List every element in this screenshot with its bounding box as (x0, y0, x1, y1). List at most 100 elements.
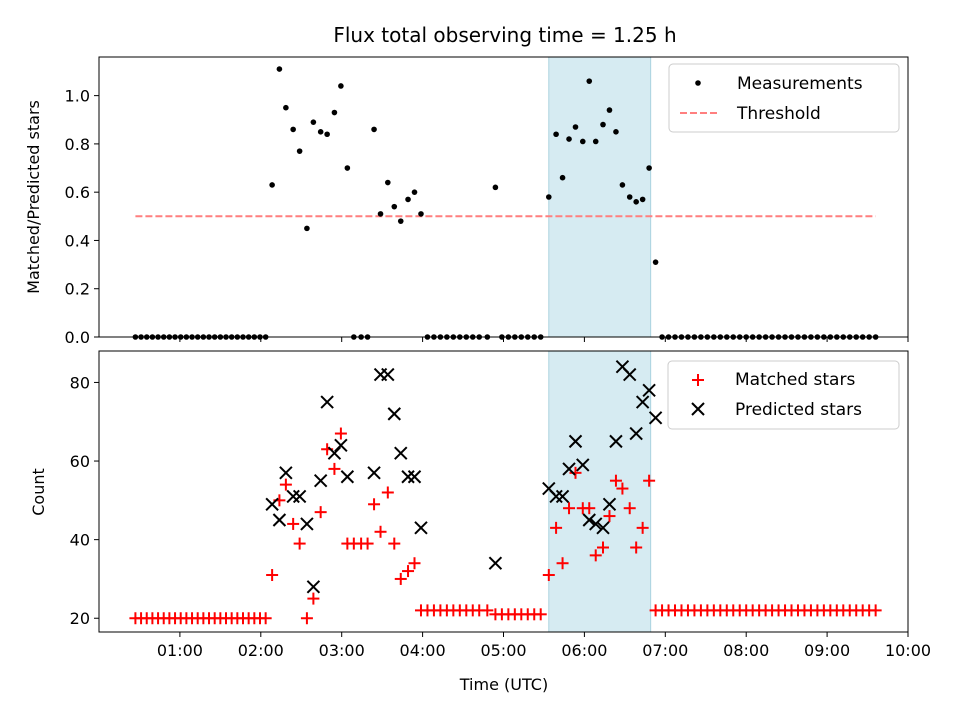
matched-star-point (279, 478, 292, 491)
bottom-y-tick-label: 60 (70, 452, 90, 471)
matched-star-point (542, 569, 555, 582)
measurement-point (559, 174, 566, 181)
measurement-point (492, 184, 499, 191)
measurement-point (613, 129, 619, 135)
predicted-star-point (340, 470, 355, 484)
legend-matched-label: Matched stars (735, 370, 855, 390)
bottom-y-axis-label: Count (29, 468, 48, 516)
predicted-star-point (306, 580, 321, 594)
x-tick-label: 05:00 (480, 641, 526, 660)
measurement-point (619, 182, 626, 188)
shaded-observing-window (548, 350, 652, 633)
predicted-star-point (367, 466, 381, 480)
x-tick-label: 09:00 (804, 641, 850, 660)
matched-star-point (563, 502, 576, 515)
predicted-star-point (286, 489, 300, 504)
matched-star-point (334, 427, 347, 440)
matched-star-point (583, 502, 596, 515)
legend-predicted-label: Predicted stars (735, 400, 862, 420)
matched-star-point (569, 466, 582, 479)
matched-star-point (266, 569, 279, 582)
predicted-star-point (292, 489, 307, 504)
x-tick-label: 08:00 (723, 641, 769, 660)
measurement-point (626, 194, 633, 200)
predicted-star-point (401, 470, 415, 484)
legend-measurements-label: Measurements (737, 74, 863, 94)
predicted-star-point (300, 517, 314, 531)
matched-star-point (381, 486, 394, 499)
x-tick-label: 02:00 (238, 641, 284, 660)
predicted-star-point (622, 367, 637, 382)
measurement-point (633, 199, 639, 205)
measurement-point (411, 189, 418, 195)
predicted-star-point (602, 497, 617, 511)
top-legend: Measurements Threshold (668, 63, 900, 133)
top-y-tick-label: 0.0 (65, 328, 90, 347)
measurement-point (338, 83, 344, 89)
predicted-star-point (635, 395, 650, 409)
measurement-point (397, 218, 404, 224)
predicted-star-point (320, 395, 334, 409)
x-tick-label: 07:00 (642, 641, 688, 660)
measurement-point (304, 225, 310, 232)
x-tick-label: 06:00 (561, 641, 607, 660)
predicted-star-point (313, 473, 328, 488)
predicted-star-point (414, 521, 428, 535)
top-panel: 0.0 0.2 0.4 0.6 0.8 1.0 Matched/Predicted sta… (24, 56, 909, 347)
x-tick-label: 10:00 (885, 641, 931, 660)
legend-threshold-label: Threshold (736, 104, 821, 124)
predicted-star-point (609, 434, 623, 449)
measurement-point (296, 148, 303, 154)
matched-star-point (307, 592, 320, 605)
measurement-point (324, 131, 330, 138)
measurement-point (606, 107, 613, 113)
measurement-point (652, 259, 659, 265)
matched-star-point (314, 506, 327, 519)
top-y-tick-label: 0.4 (65, 231, 90, 250)
top-y-tick-label: 0.6 (65, 183, 90, 202)
top-y-tick-label: 0.2 (65, 280, 90, 299)
matched-star-point (630, 541, 643, 554)
matched-star-point (394, 572, 407, 585)
matched-star-point (636, 521, 649, 534)
predicted-star-point (381, 367, 395, 382)
x-axis-label: Time (UTC) (459, 675, 548, 694)
predicted-star-point (272, 513, 287, 527)
predicted-star-point (334, 438, 348, 453)
predicted-star-point (596, 521, 610, 535)
x-tick-label: 03:00 (319, 641, 365, 660)
predicted-star-point (279, 466, 293, 480)
measurement-point (371, 126, 377, 133)
predicted-star-point (387, 407, 401, 421)
predicted-star-point (555, 489, 570, 504)
x-tick-label: 01:00 (157, 641, 203, 660)
legend-matched-marker (692, 374, 704, 386)
measurement-point (579, 138, 586, 145)
measurement-point (646, 165, 652, 171)
predicted-star-point (568, 434, 583, 449)
measurement-point (283, 104, 289, 111)
measurement-point (377, 211, 384, 217)
measurement-point (344, 165, 351, 171)
matched-star-point (589, 549, 602, 562)
matched-star-point (609, 474, 622, 487)
predicted-star-point (394, 446, 408, 460)
matched-star-point (643, 474, 656, 487)
legend-predicted-marker (691, 402, 705, 416)
measurement-point (317, 129, 324, 135)
predicted-star-point (488, 556, 503, 570)
matched-star-point (328, 462, 341, 475)
top-y-tick-label: 0.8 (65, 135, 90, 154)
measurement-point (290, 126, 296, 133)
predicted-star-point (582, 513, 596, 527)
predicted-star-point (407, 470, 422, 484)
matched-star-point (550, 521, 563, 534)
predicted-star-point (589, 517, 603, 531)
measurement-point (553, 131, 559, 138)
top-y-tick-label: 1.0 (65, 87, 90, 106)
matched-star-point (374, 525, 387, 538)
predicted-star-point (642, 383, 656, 398)
top-y-axis-label: Matched/Predicted stars (24, 100, 43, 294)
bottom-y-tick-label: 40 (70, 531, 90, 550)
measurement-point (592, 138, 599, 145)
